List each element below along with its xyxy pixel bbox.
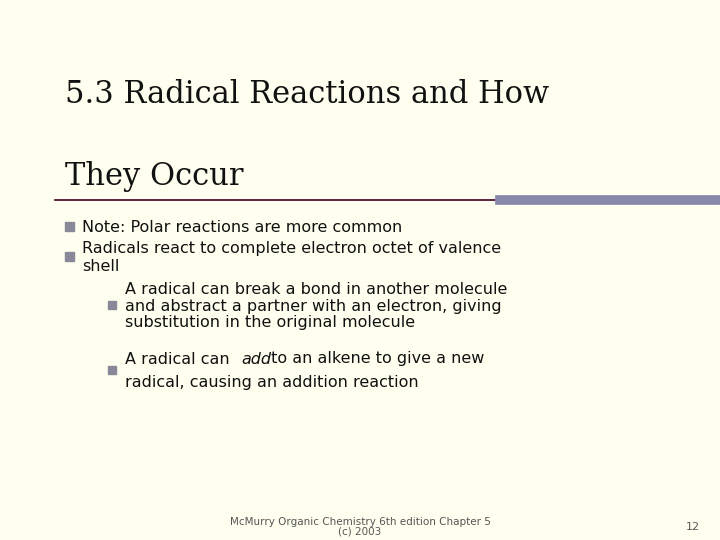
Text: Radicals react to complete electron octet of valence: Radicals react to complete electron octe… [82,241,501,256]
Text: substitution in the original molecule: substitution in the original molecule [125,314,415,329]
Text: (c) 2003: (c) 2003 [338,527,382,537]
Text: They Occur: They Occur [65,161,243,192]
Text: 5.3 Radical Reactions and How: 5.3 Radical Reactions and How [65,79,549,110]
Text: shell: shell [82,259,120,274]
Text: A radical can break a bond in another molecule: A radical can break a bond in another mo… [125,282,508,298]
Text: A radical can: A radical can [125,352,235,367]
Text: add: add [241,352,271,367]
Text: and abstract a partner with an electron, giving: and abstract a partner with an electron,… [125,299,502,314]
Text: 12: 12 [686,522,700,532]
Text: radical, causing an addition reaction: radical, causing an addition reaction [125,375,418,390]
Text: to an alkene to give a new: to an alkene to give a new [266,352,484,367]
Text: Note: Polar reactions are more common: Note: Polar reactions are more common [82,220,402,235]
Bar [108,301,116,309]
Bar [65,252,74,261]
Bar [65,222,74,231]
Text: McMurry Organic Chemistry 6th edition Chapter 5: McMurry Organic Chemistry 6th edition Ch… [230,517,490,527]
Bar [108,366,116,374]
